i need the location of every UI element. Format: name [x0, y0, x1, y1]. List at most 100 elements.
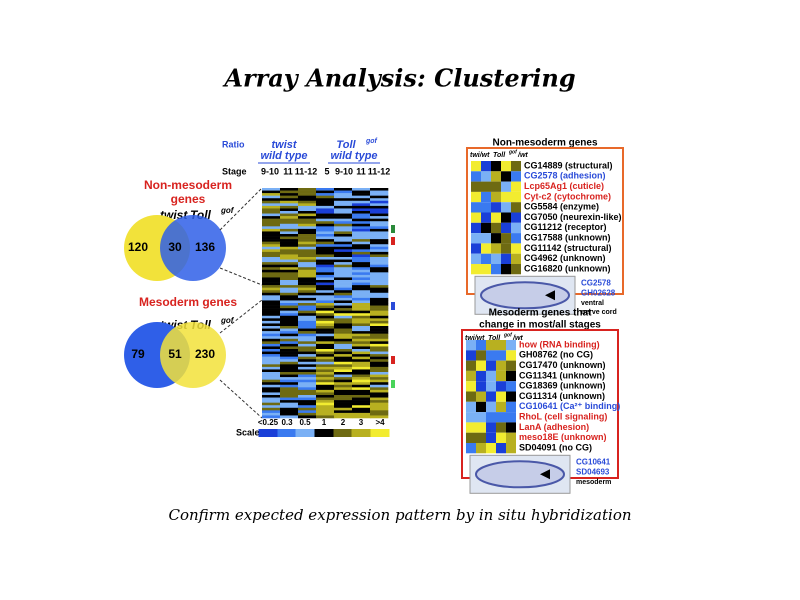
heat-cell [298, 395, 317, 398]
heat-cell [370, 354, 389, 357]
heat-cell [298, 323, 317, 327]
heat-cell [262, 395, 281, 398]
heat-cell [511, 222, 521, 234]
heat-cell [352, 379, 371, 383]
heat-cell [262, 269, 281, 273]
heat-cell [262, 244, 281, 248]
heat-cell [334, 228, 353, 232]
heat-cell [352, 359, 371, 363]
heat-cell [352, 221, 371, 225]
heat-cell [334, 280, 353, 283]
heat-cell [262, 338, 281, 342]
heat-cell [316, 290, 335, 294]
heat-cell [280, 336, 299, 340]
heat-cell [352, 218, 371, 222]
heat-cell [334, 405, 353, 409]
stage: 11 [283, 166, 293, 176]
gene: CG7050 (neurexin-like) [524, 212, 622, 222]
scale-tick: 0.5 [299, 418, 311, 427]
heat-cell [352, 282, 371, 286]
heat-cell [298, 379, 317, 383]
heat-cell [476, 391, 486, 402]
gene: CG11212 (receptor) [524, 222, 607, 232]
heat-cell [280, 262, 299, 265]
col-label: twi/wt [465, 335, 485, 342]
panel-title: Mesoderm genes that [489, 308, 592, 319]
heat-cell [262, 315, 281, 319]
heat-cell [352, 231, 371, 235]
heat-cell [262, 213, 281, 217]
heat-cell [298, 338, 317, 342]
heat-cell [298, 315, 317, 319]
heat-cell [262, 387, 281, 391]
heat-cell [370, 313, 389, 317]
heat-cell [262, 356, 281, 360]
heat-cell [471, 202, 481, 213]
heat-cell [262, 193, 281, 196]
heat-cell [316, 234, 335, 237]
heat-cell [316, 372, 335, 375]
heat-cell [352, 415, 371, 419]
heat-cell [352, 244, 371, 248]
gene: CG5584 (enzyme) [524, 202, 599, 212]
heat-cell [370, 251, 389, 255]
heat-cell [262, 280, 281, 283]
gene: CG18369 (unknown) [519, 381, 606, 391]
heat-cell [370, 405, 389, 409]
heat-cell [352, 374, 371, 378]
heat-cell [370, 282, 389, 286]
heat-cell [352, 395, 371, 398]
heat-cell [370, 400, 389, 403]
gene: Lcp65Ag1 (cuticle) [524, 181, 604, 191]
gene: how (RNA binding) [519, 339, 600, 349]
heat-cell [491, 222, 501, 234]
heat-cell [298, 200, 317, 204]
slide-title: Array Analysis: Clustering [222, 64, 575, 93]
heat-cell [352, 205, 371, 209]
heat-cell [352, 254, 371, 258]
heat-cell [352, 287, 371, 291]
heat-cell [316, 320, 335, 324]
heat-cell [262, 287, 281, 291]
heat-cell [334, 364, 353, 368]
col-label: gof [503, 332, 513, 338]
heat-cell [481, 233, 491, 244]
heat-cell [298, 295, 317, 299]
group-sup: gof [365, 138, 378, 145]
heat-cell [334, 410, 353, 414]
heat-cell [298, 389, 317, 393]
heat-cell [316, 384, 335, 388]
heat-cell [352, 328, 371, 332]
heat-cell [262, 195, 281, 199]
heat-cell [334, 387, 353, 391]
heat-cell [280, 285, 299, 288]
heat-cell [280, 277, 299, 281]
heat-cell [298, 318, 317, 322]
heat-cell [370, 221, 389, 225]
heat-cell [370, 285, 389, 288]
heat-cell [370, 389, 389, 393]
heat-cell [280, 241, 299, 245]
heat-cell [298, 208, 317, 212]
heat-cell [280, 264, 299, 268]
heat-cell [316, 264, 335, 268]
heat-cell [370, 239, 389, 242]
heat-cell [316, 239, 335, 242]
heat-cell [280, 310, 299, 314]
heat-cell [352, 249, 371, 253]
heat-cell [298, 415, 317, 419]
heat-cell [262, 241, 281, 245]
heat-cell [298, 203, 317, 207]
heat-cell [280, 387, 299, 391]
heat-cell [334, 290, 353, 294]
heat-cell [316, 226, 335, 230]
heat-cell [262, 323, 281, 327]
heat-cell [298, 303, 317, 306]
heat-cell [352, 372, 371, 375]
heat-cell [334, 262, 353, 265]
heat-cell [280, 259, 299, 263]
heat-cell [471, 171, 481, 182]
heat-cell [262, 372, 281, 375]
heat-cell [370, 236, 389, 240]
heat-cell [334, 292, 353, 296]
